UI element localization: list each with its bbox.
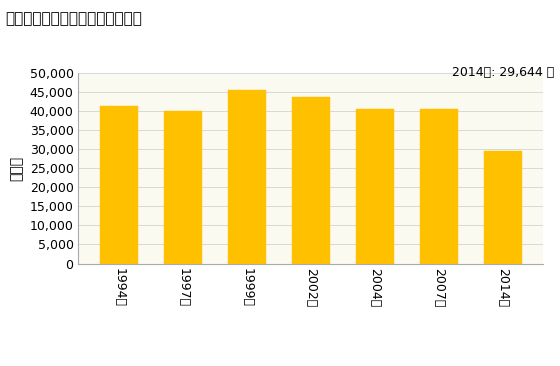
Bar bbox=[356, 109, 394, 264]
Text: 2014年: 29,644 人: 2014年: 29,644 人 bbox=[452, 66, 554, 79]
Text: その他の小売業の従業者数の推移: その他の小売業の従業者数の推移 bbox=[6, 11, 142, 26]
Bar bbox=[164, 111, 202, 264]
Bar bbox=[419, 109, 458, 264]
Bar bbox=[227, 90, 266, 264]
Y-axis label: ［人］: ［人］ bbox=[10, 156, 24, 181]
Bar bbox=[100, 105, 138, 264]
Bar bbox=[292, 97, 330, 264]
Bar bbox=[484, 151, 522, 264]
